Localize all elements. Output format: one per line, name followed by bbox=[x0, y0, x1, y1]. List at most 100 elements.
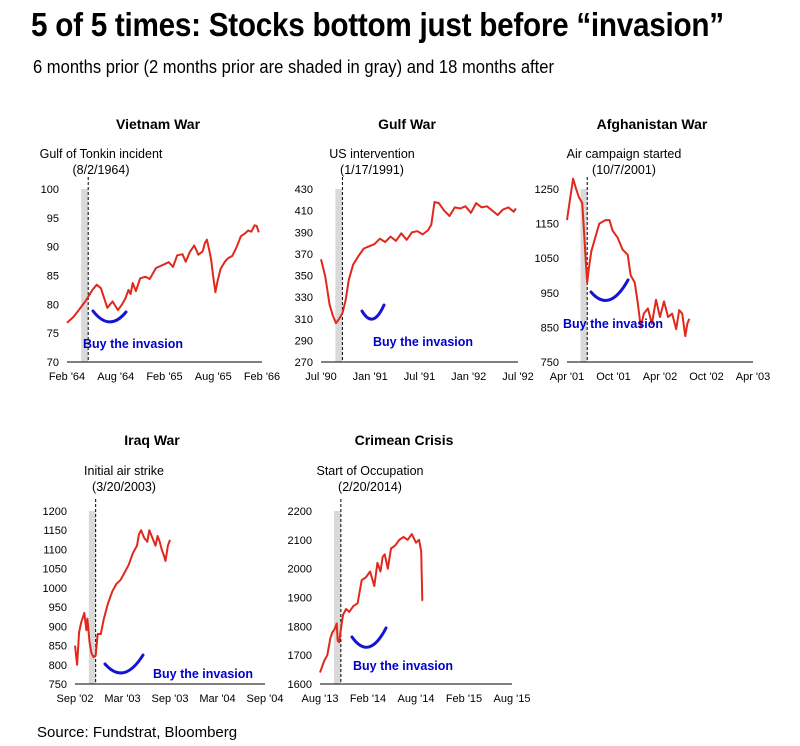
y-tick-label: 850 bbox=[541, 322, 559, 334]
event-label: US intervention bbox=[329, 147, 415, 161]
y-tick-label: 900 bbox=[49, 621, 67, 633]
x-tick-label: Sep '03 bbox=[152, 693, 189, 705]
x-tick-label: Sep '02 bbox=[57, 693, 94, 705]
event-label: Initial air strike bbox=[84, 464, 164, 478]
x-tick-label: Sep '04 bbox=[247, 693, 284, 705]
buy-annotation: Buy the invasion bbox=[373, 335, 473, 349]
shade-band bbox=[333, 511, 341, 684]
x-tick-label: Mar '03 bbox=[104, 693, 140, 705]
y-tick-label: 310 bbox=[295, 314, 313, 326]
x-tick-label: Apr '02 bbox=[643, 371, 678, 383]
shade-band bbox=[580, 189, 588, 362]
y-tick-label: 950 bbox=[49, 602, 67, 614]
y-tick-label: 800 bbox=[49, 660, 67, 672]
x-tick-label: Jul '90 bbox=[305, 371, 336, 383]
x-tick-label: Aug '15 bbox=[494, 693, 531, 705]
buy-annotation: Buy the invasion bbox=[353, 659, 453, 673]
chart-title: Gulf War bbox=[378, 116, 436, 132]
y-tick-label: 750 bbox=[541, 357, 559, 369]
y-tick-label: 390 bbox=[295, 227, 313, 239]
x-tick-label: Feb '14 bbox=[350, 693, 386, 705]
y-tick-label: 90 bbox=[47, 242, 59, 254]
y-tick-label: 1150 bbox=[43, 525, 67, 537]
buy-annotation: Buy the invasion bbox=[563, 317, 663, 331]
y-tick-label: 350 bbox=[295, 271, 313, 283]
x-tick-label: Feb '66 bbox=[244, 371, 280, 383]
y-tick-label: 2200 bbox=[288, 506, 312, 518]
event-date: (1/17/1991) bbox=[340, 163, 404, 177]
y-tick-label: 75 bbox=[47, 328, 59, 340]
y-tick-label: 1600 bbox=[288, 679, 312, 691]
buy-arc bbox=[350, 626, 388, 649]
y-tick-label: 100 bbox=[41, 184, 59, 196]
x-tick-label: Aug '65 bbox=[195, 371, 232, 383]
y-tick-label: 270 bbox=[295, 357, 313, 369]
y-tick-label: 410 bbox=[295, 206, 313, 218]
y-tick-label: 850 bbox=[49, 641, 67, 653]
x-tick-label: Feb '64 bbox=[49, 371, 85, 383]
buy-arc bbox=[103, 653, 145, 675]
series-line bbox=[319, 533, 424, 673]
y-tick-label: 1700 bbox=[288, 650, 312, 662]
x-tick-label: Aug '14 bbox=[398, 693, 435, 705]
chart-title: Crimean Crisis bbox=[355, 432, 454, 448]
x-tick-label: Mar '04 bbox=[199, 693, 235, 705]
y-tick-label: 1800 bbox=[288, 621, 312, 633]
x-tick-label: Jan '92 bbox=[451, 371, 486, 383]
series-line bbox=[566, 177, 691, 338]
page-title: 5 of 5 times: Stocks bottom just before … bbox=[31, 6, 724, 43]
chart-title: Vietnam War bbox=[116, 116, 201, 132]
y-tick-label: 290 bbox=[295, 335, 313, 347]
buy-annotation: Buy the invasion bbox=[83, 337, 183, 351]
x-tick-label: Feb '65 bbox=[146, 371, 182, 383]
shade-band bbox=[88, 511, 96, 684]
y-tick-label: 1900 bbox=[288, 593, 312, 605]
x-tick-label: Aug '13 bbox=[302, 693, 339, 705]
buy-arc bbox=[91, 309, 128, 324]
event-date: (10/7/2001) bbox=[592, 163, 656, 177]
event-date: (3/20/2003) bbox=[92, 480, 156, 494]
event-label: Air campaign started bbox=[567, 147, 682, 161]
y-tick-label: 80 bbox=[47, 299, 59, 311]
y-tick-label: 1150 bbox=[535, 219, 559, 231]
series-line bbox=[66, 224, 260, 324]
y-tick-label: 1100 bbox=[43, 544, 67, 556]
y-tick-label: 1250 bbox=[535, 184, 559, 196]
x-tick-label: Aug '64 bbox=[97, 371, 134, 383]
x-tick-label: Feb '15 bbox=[446, 693, 482, 705]
y-tick-label: 750 bbox=[49, 679, 67, 691]
x-tick-label: Oct '01 bbox=[596, 371, 631, 383]
y-tick-label: 950 bbox=[541, 288, 559, 300]
y-tick-label: 1050 bbox=[43, 564, 67, 576]
event-date: (2/20/2014) bbox=[338, 480, 402, 494]
buy-arc bbox=[589, 278, 630, 302]
y-tick-label: 2100 bbox=[288, 535, 312, 547]
series-line bbox=[320, 201, 517, 325]
x-tick-label: Apr '01 bbox=[550, 371, 585, 383]
page-subtitle: 6 months prior (2 months prior are shade… bbox=[33, 57, 554, 77]
y-tick-label: 85 bbox=[47, 271, 59, 283]
x-tick-label: Apr '03 bbox=[736, 371, 771, 383]
y-tick-label: 1050 bbox=[535, 253, 559, 265]
buy-annotation: Buy the invasion bbox=[153, 667, 253, 681]
x-tick-label: Jul '92 bbox=[502, 371, 533, 383]
chart-title: Afghanistan War bbox=[597, 116, 708, 132]
y-tick-label: 1200 bbox=[43, 506, 67, 518]
y-tick-label: 370 bbox=[295, 249, 313, 261]
chart-title: Iraq War bbox=[124, 432, 180, 448]
event-date: (8/2/1964) bbox=[73, 163, 130, 177]
y-tick-label: 330 bbox=[295, 292, 313, 304]
x-tick-label: Oct '02 bbox=[689, 371, 724, 383]
series-line bbox=[74, 529, 171, 666]
event-label: Start of Occupation bbox=[316, 464, 423, 478]
event-label: Gulf of Tonkin incident bbox=[40, 147, 163, 161]
shade-band bbox=[81, 189, 89, 362]
y-tick-label: 2000 bbox=[288, 564, 312, 576]
y-tick-label: 430 bbox=[295, 184, 313, 196]
y-tick-label: 1000 bbox=[43, 583, 67, 595]
x-tick-label: Jul '91 bbox=[404, 371, 435, 383]
x-tick-label: Jan '91 bbox=[353, 371, 388, 383]
source-note: Source: Fundstrat, Bloomberg bbox=[37, 724, 238, 741]
y-tick-label: 95 bbox=[47, 213, 59, 225]
